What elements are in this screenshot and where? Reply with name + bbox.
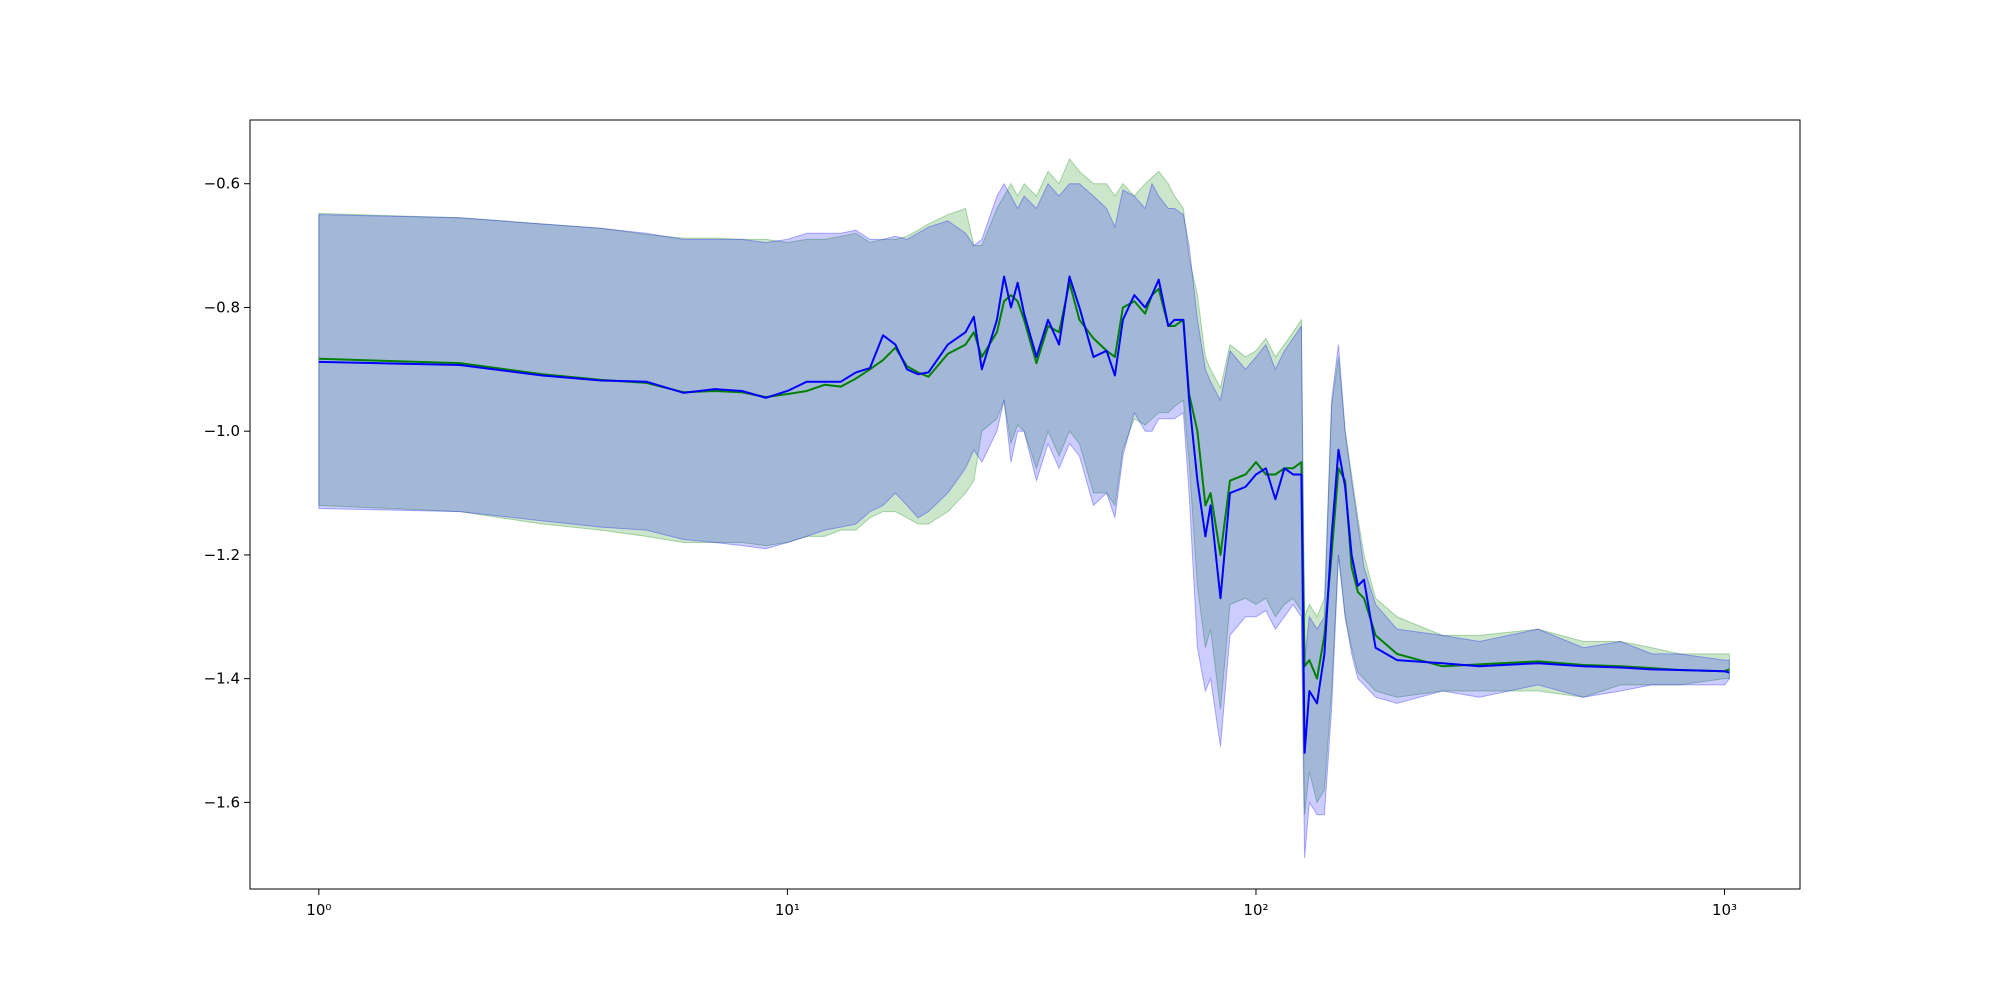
y-tick-label: −1.0 [204, 422, 240, 440]
y-tick-label: −1.2 [204, 546, 240, 564]
x-tick-label: 10¹ [775, 901, 800, 919]
y-tick-label: −1.4 [204, 670, 240, 688]
x-tick-label: 10² [1243, 901, 1268, 919]
y-tick-label: −1.6 [204, 793, 240, 811]
series-line [318, 281, 1730, 680]
y-tick-label: −0.8 [204, 298, 240, 316]
axes-frame [249, 119, 1801, 890]
x-tick-label: 10³ [1712, 901, 1737, 919]
x-tick-label: 10⁰ [306, 901, 331, 919]
band [318, 158, 1730, 815]
y-tick-label: −0.6 [204, 175, 240, 193]
series-line [318, 275, 1730, 754]
plot-area [318, 158, 1730, 859]
band [318, 182, 1730, 859]
